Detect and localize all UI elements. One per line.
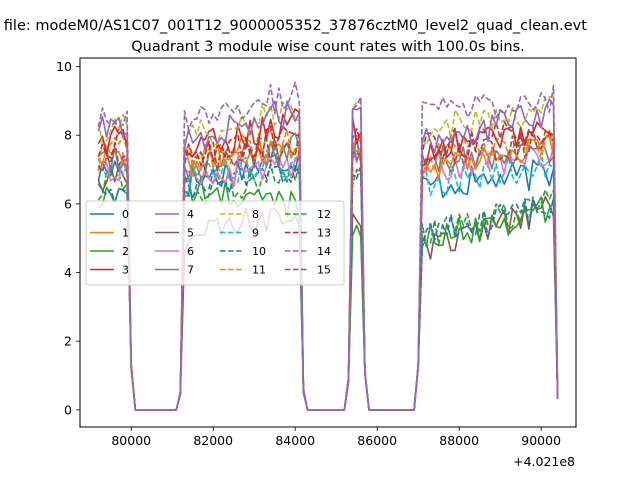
y-tick-label: 0 [64,402,72,417]
legend-label-5: 5 [187,227,194,240]
legend-label-1: 1 [122,227,129,240]
legend-label-14: 14 [317,245,331,258]
legend-label-7: 7 [187,264,194,277]
x-tick-label: 90000 [521,433,561,448]
x-tick-label: 86000 [357,433,397,448]
y-tick-label: 4 [64,265,72,280]
chart-title: Quadrant 3 module wise count rates with … [131,39,525,55]
series-layer [97,81,559,411]
x-tick-label: 84000 [275,433,315,448]
legend-label-10: 10 [252,245,266,258]
legend-label-2: 2 [122,245,129,258]
x-tick-label: 80000 [111,433,151,448]
legend-label-9: 9 [252,227,259,240]
x-tick-label: 88000 [439,433,479,448]
x-tick-label: 82000 [193,433,233,448]
series-line-14 [97,81,559,411]
legend-label-15: 15 [317,264,331,277]
legend-label-11: 11 [252,264,266,277]
y-axis: 0 2 4 6 8 10 [56,59,80,417]
y-tick-label: 2 [64,334,72,349]
legend-label-8: 8 [252,208,259,221]
legend-label-6: 6 [187,245,194,258]
legend-label-13: 13 [317,227,331,240]
figure-suptitle: n file: modeM0/AS1C07_001T12_9000005352_… [0,18,587,34]
y-tick-label: 10 [56,59,72,74]
y-tick-label: 6 [64,196,72,211]
x-axis: 80000 82000 84000 86000 88000 90000 [111,427,561,448]
legend-label-4: 4 [187,208,194,221]
legend-label-3: 3 [122,264,129,277]
legend-label-12: 12 [317,208,331,221]
plot-frame [79,57,577,428]
legend-box [85,200,345,286]
legend-label-0: 0 [122,208,129,221]
x-offset-label: +4.021e8 [513,454,575,469]
y-tick-label: 8 [64,128,72,143]
